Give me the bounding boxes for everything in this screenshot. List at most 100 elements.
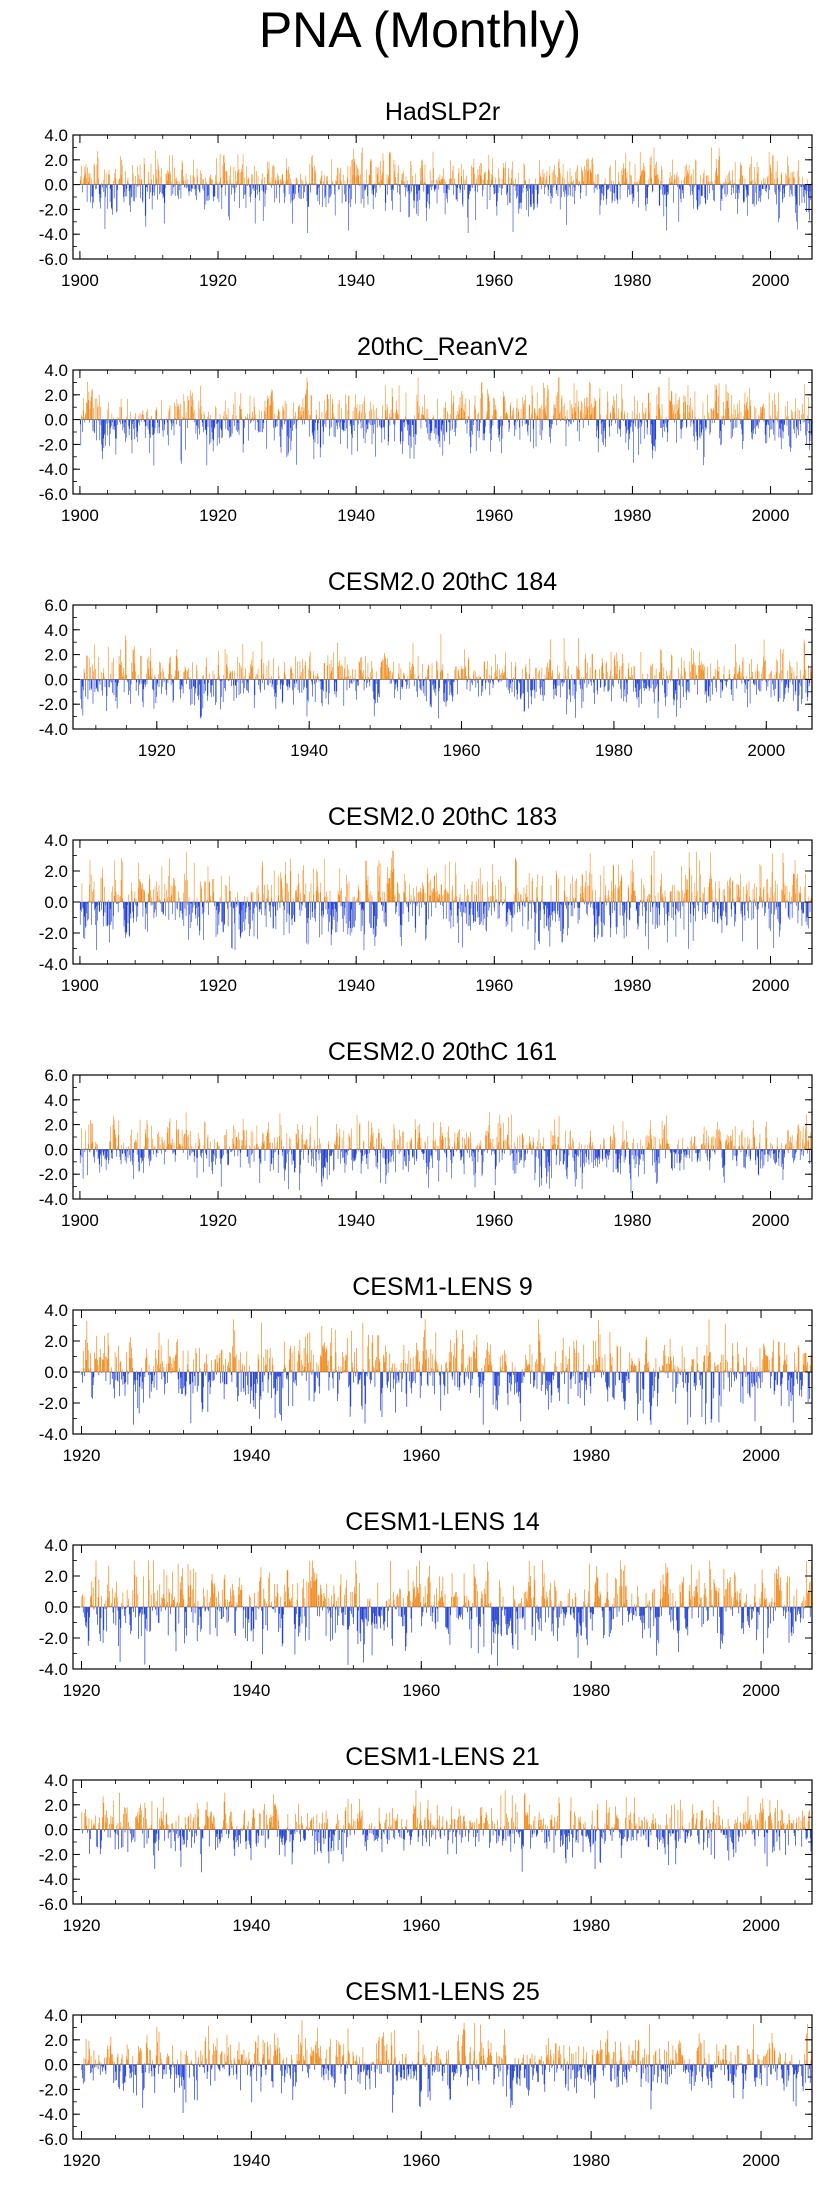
bar: [732, 679, 734, 701]
bar: [121, 676, 123, 680]
bar: [151, 897, 152, 902]
bar: [459, 184, 461, 193]
bar: [237, 172, 238, 185]
bar: [292, 902, 293, 919]
bar: [794, 184, 796, 197]
bar: [444, 419, 445, 442]
bar: [573, 899, 575, 902]
bar: [547, 385, 548, 420]
bar: [325, 896, 326, 902]
bar: [755, 184, 757, 193]
bar: [565, 184, 566, 191]
bar: [553, 404, 555, 420]
bar: [582, 181, 584, 185]
bar: [388, 413, 390, 420]
bar: [423, 184, 425, 192]
bar: [741, 419, 742, 430]
bar: [246, 178, 248, 185]
bar: [776, 161, 778, 185]
bar: [481, 382, 482, 420]
bar: [608, 679, 609, 692]
bar: [538, 418, 539, 420]
bar: [330, 184, 331, 197]
bar: [581, 897, 582, 902]
bar: [470, 419, 471, 454]
bar: [106, 419, 107, 421]
bar: [487, 679, 489, 681]
bar: [340, 167, 341, 185]
bar: [236, 902, 238, 905]
bar: [528, 679, 529, 709]
bar: [80, 419, 82, 446]
bar: [695, 419, 697, 432]
bar: [338, 399, 340, 420]
bar: [302, 398, 304, 420]
bar: [216, 902, 217, 911]
bar: [479, 676, 481, 680]
bar: [459, 893, 461, 902]
bar: [544, 184, 545, 195]
bar: [786, 184, 788, 187]
bar: [165, 678, 166, 680]
bar: [793, 418, 795, 420]
bar: [788, 419, 789, 436]
bar: [650, 165, 651, 185]
bar: [159, 184, 160, 195]
bar: [363, 183, 364, 185]
bar: [443, 419, 444, 435]
bar: [231, 679, 232, 687]
bar: [445, 888, 446, 902]
bar: [95, 184, 97, 190]
bar: [542, 419, 543, 431]
bar: [100, 184, 102, 198]
bar: [667, 679, 669, 683]
bar: [93, 163, 95, 185]
bar: [547, 419, 549, 421]
bar: [496, 184, 497, 207]
bar: [349, 902, 351, 936]
bar: [809, 184, 810, 221]
bar: [282, 679, 284, 702]
bar: [606, 661, 607, 680]
bar: [605, 663, 607, 680]
bar: [531, 385, 533, 420]
bar: [681, 180, 682, 185]
bar: [643, 419, 645, 439]
bar: [565, 902, 566, 906]
bar: [647, 184, 649, 187]
bar: [125, 419, 126, 443]
bar: [277, 902, 278, 911]
bar: [499, 177, 501, 185]
bar: [713, 409, 715, 420]
bar: [510, 402, 512, 420]
bar: [441, 179, 442, 185]
bar: [677, 399, 679, 420]
bar: [410, 419, 412, 448]
bar: [121, 662, 122, 680]
bar: [637, 182, 638, 185]
bar: [536, 887, 537, 902]
bar: [533, 419, 535, 449]
bar: [169, 405, 171, 420]
bar: [491, 902, 493, 916]
bar: [600, 414, 601, 420]
bar: [310, 883, 312, 902]
bar: [593, 902, 594, 916]
bar: [220, 184, 222, 188]
bar: [556, 679, 558, 687]
bar: [438, 184, 440, 190]
bar: [774, 674, 776, 680]
bar: [795, 419, 797, 439]
bar: [375, 679, 377, 684]
bar: [268, 398, 269, 420]
bar: [269, 678, 270, 680]
bar: [602, 184, 604, 187]
x-tick-label: 1960: [443, 741, 481, 760]
bar: [572, 902, 574, 917]
bar: [407, 184, 409, 191]
bar: [653, 147, 655, 185]
bar: [369, 902, 371, 924]
bar: [780, 174, 782, 185]
bar: [734, 417, 735, 420]
bar: [648, 393, 650, 420]
